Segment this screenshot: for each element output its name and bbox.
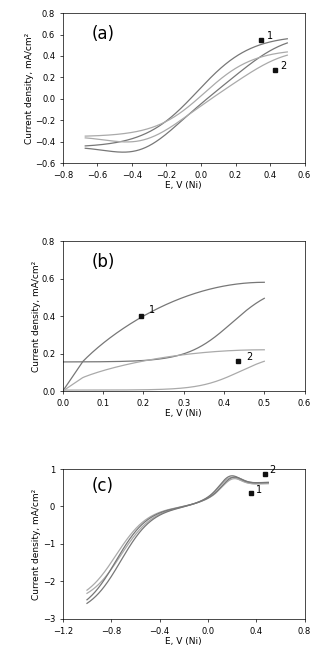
- Text: 1: 1: [149, 305, 155, 315]
- Text: 2: 2: [280, 62, 287, 71]
- Text: (a): (a): [92, 25, 115, 43]
- X-axis label: E, V (Ni): E, V (Ni): [165, 637, 202, 646]
- Text: (b): (b): [92, 253, 115, 271]
- X-axis label: E, V (Ni): E, V (Ni): [165, 181, 202, 190]
- Y-axis label: Current density, mA/cm²: Current density, mA/cm²: [32, 489, 41, 599]
- Text: 2: 2: [246, 352, 252, 362]
- Y-axis label: Current density, mA/cm²: Current density, mA/cm²: [24, 33, 34, 143]
- Text: (c): (c): [92, 476, 114, 495]
- Text: 1: 1: [267, 31, 273, 41]
- X-axis label: E, V (Ni): E, V (Ni): [165, 409, 202, 418]
- Text: 2: 2: [269, 465, 275, 475]
- Y-axis label: Current density, mA/cm²: Current density, mA/cm²: [31, 261, 41, 371]
- Text: 1: 1: [256, 485, 263, 495]
